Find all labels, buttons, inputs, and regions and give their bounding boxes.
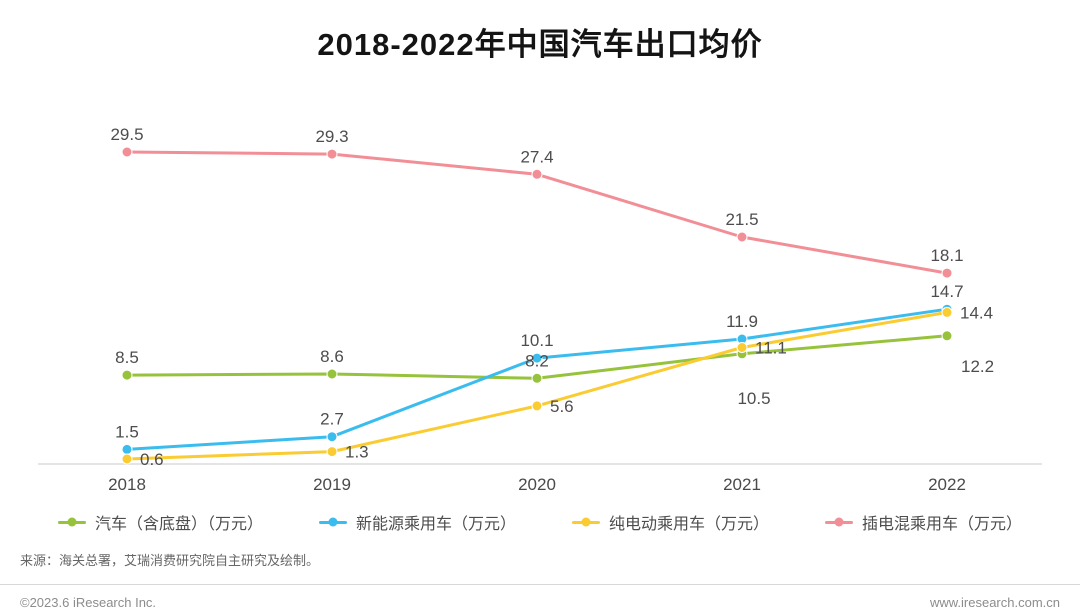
- data-point: [531, 352, 543, 364]
- legend-marker-icon: [824, 517, 853, 528]
- legend: 汽车（含底盘）（万元） 新能源乘用车（万元） 纯电动乘用车（万元） 插电混乘用车（万元…: [0, 506, 1080, 538]
- legend-item: 纯电动乘用车（万元）: [571, 510, 769, 534]
- source-note: 来源：海关总署，艾瑞消费研究院自主研究及绘制。: [20, 553, 320, 568]
- legend-item: 插电混乘用车（万元）: [824, 510, 1022, 534]
- legend-label: 插电混乘用车（万元）: [861, 516, 1022, 533]
- data-point: [941, 330, 953, 342]
- data-point: [941, 306, 953, 318]
- data-value-label: 8.2: [525, 351, 549, 370]
- data-value-label: 27.4: [520, 147, 553, 166]
- data-value-label: 0.6: [140, 450, 164, 469]
- data-value-label: 12.2: [961, 357, 994, 376]
- data-point: [326, 368, 338, 380]
- data-value-label: 14.7: [930, 282, 963, 301]
- data-value-label: 1.5: [115, 422, 139, 441]
- data-point: [941, 267, 953, 279]
- legend-label: 新能源乘用车（万元）: [355, 516, 516, 533]
- legend-dot: [328, 517, 338, 527]
- data-value-label: 8.6: [320, 347, 344, 366]
- data-point: [531, 372, 543, 384]
- data-point: [531, 168, 543, 180]
- data-point: [121, 369, 133, 381]
- legend-item: 新能源乘用车（万元）: [318, 510, 516, 534]
- legend-marker-icon: [58, 517, 86, 528]
- data-point: [531, 400, 543, 412]
- legend-marker-icon: [318, 517, 347, 528]
- chart-area: 2018 2019 2020 2021 2022 8.5 8.6 8.2 10.5 12.2 1.5…: [0, 100, 1080, 500]
- data-value-label: 8.5: [115, 348, 139, 367]
- export-price-line-chart: 2018 2019 2020 2021 2022 8.5 8.6 8.2 10.5 12.2 1.5…: [38, 125, 1042, 494]
- data-point: [326, 446, 338, 458]
- data-value-label: 2.7: [320, 410, 344, 429]
- footer-copyright: ©2023.6 iResearch Inc.: [20, 595, 157, 610]
- legend-marker-icon: [571, 517, 600, 528]
- x-axis-tick-label: 2022: [928, 475, 966, 494]
- data-point: [326, 431, 338, 443]
- data-value-label: 14.4: [960, 303, 993, 322]
- data-value-label: 11.9: [726, 312, 758, 331]
- legend-dot: [581, 517, 591, 527]
- footer: ©2023.6 iResearch Inc. www.iresearch.com…: [0, 584, 1080, 610]
- legend-dot: [834, 517, 844, 527]
- data-value-label: 21.5: [725, 210, 758, 229]
- legend-label: 汽车（含底盘）（万元）: [95, 516, 264, 533]
- page-title: 2018-2022年中国汽车出口均价: [317, 27, 763, 62]
- data-value-label: 10.5: [737, 389, 770, 408]
- data-value-label: 18.1: [930, 246, 963, 265]
- x-axis-tick-label: 2021: [723, 475, 761, 494]
- footer-website: www.iresearch.com.cn: [929, 595, 1060, 610]
- data-point: [121, 443, 133, 455]
- legend-item: 汽车（含底盘）（万元）: [58, 510, 263, 534]
- data-point: [121, 146, 133, 158]
- data-value-label: 1.3: [345, 443, 369, 462]
- data-value-label: 11.1: [755, 339, 787, 358]
- data-value-label: 29.3: [315, 127, 348, 146]
- x-axis-tick-label: 2019: [313, 475, 351, 494]
- data-value-label: 5.6: [550, 397, 574, 416]
- x-axis-tick-label: 2018: [108, 475, 146, 494]
- x-axis-tick-label: 2020: [518, 475, 556, 494]
- data-point: [121, 453, 133, 465]
- data-value-label: 10.1: [520, 331, 553, 350]
- data-value-label: 29.5: [110, 125, 143, 144]
- data-point: [736, 342, 748, 353]
- legend-label: 纯电动乘用车（万元）: [608, 516, 769, 533]
- legend-dot: [67, 517, 77, 527]
- data-point: [326, 148, 338, 160]
- data-point: [736, 231, 748, 243]
